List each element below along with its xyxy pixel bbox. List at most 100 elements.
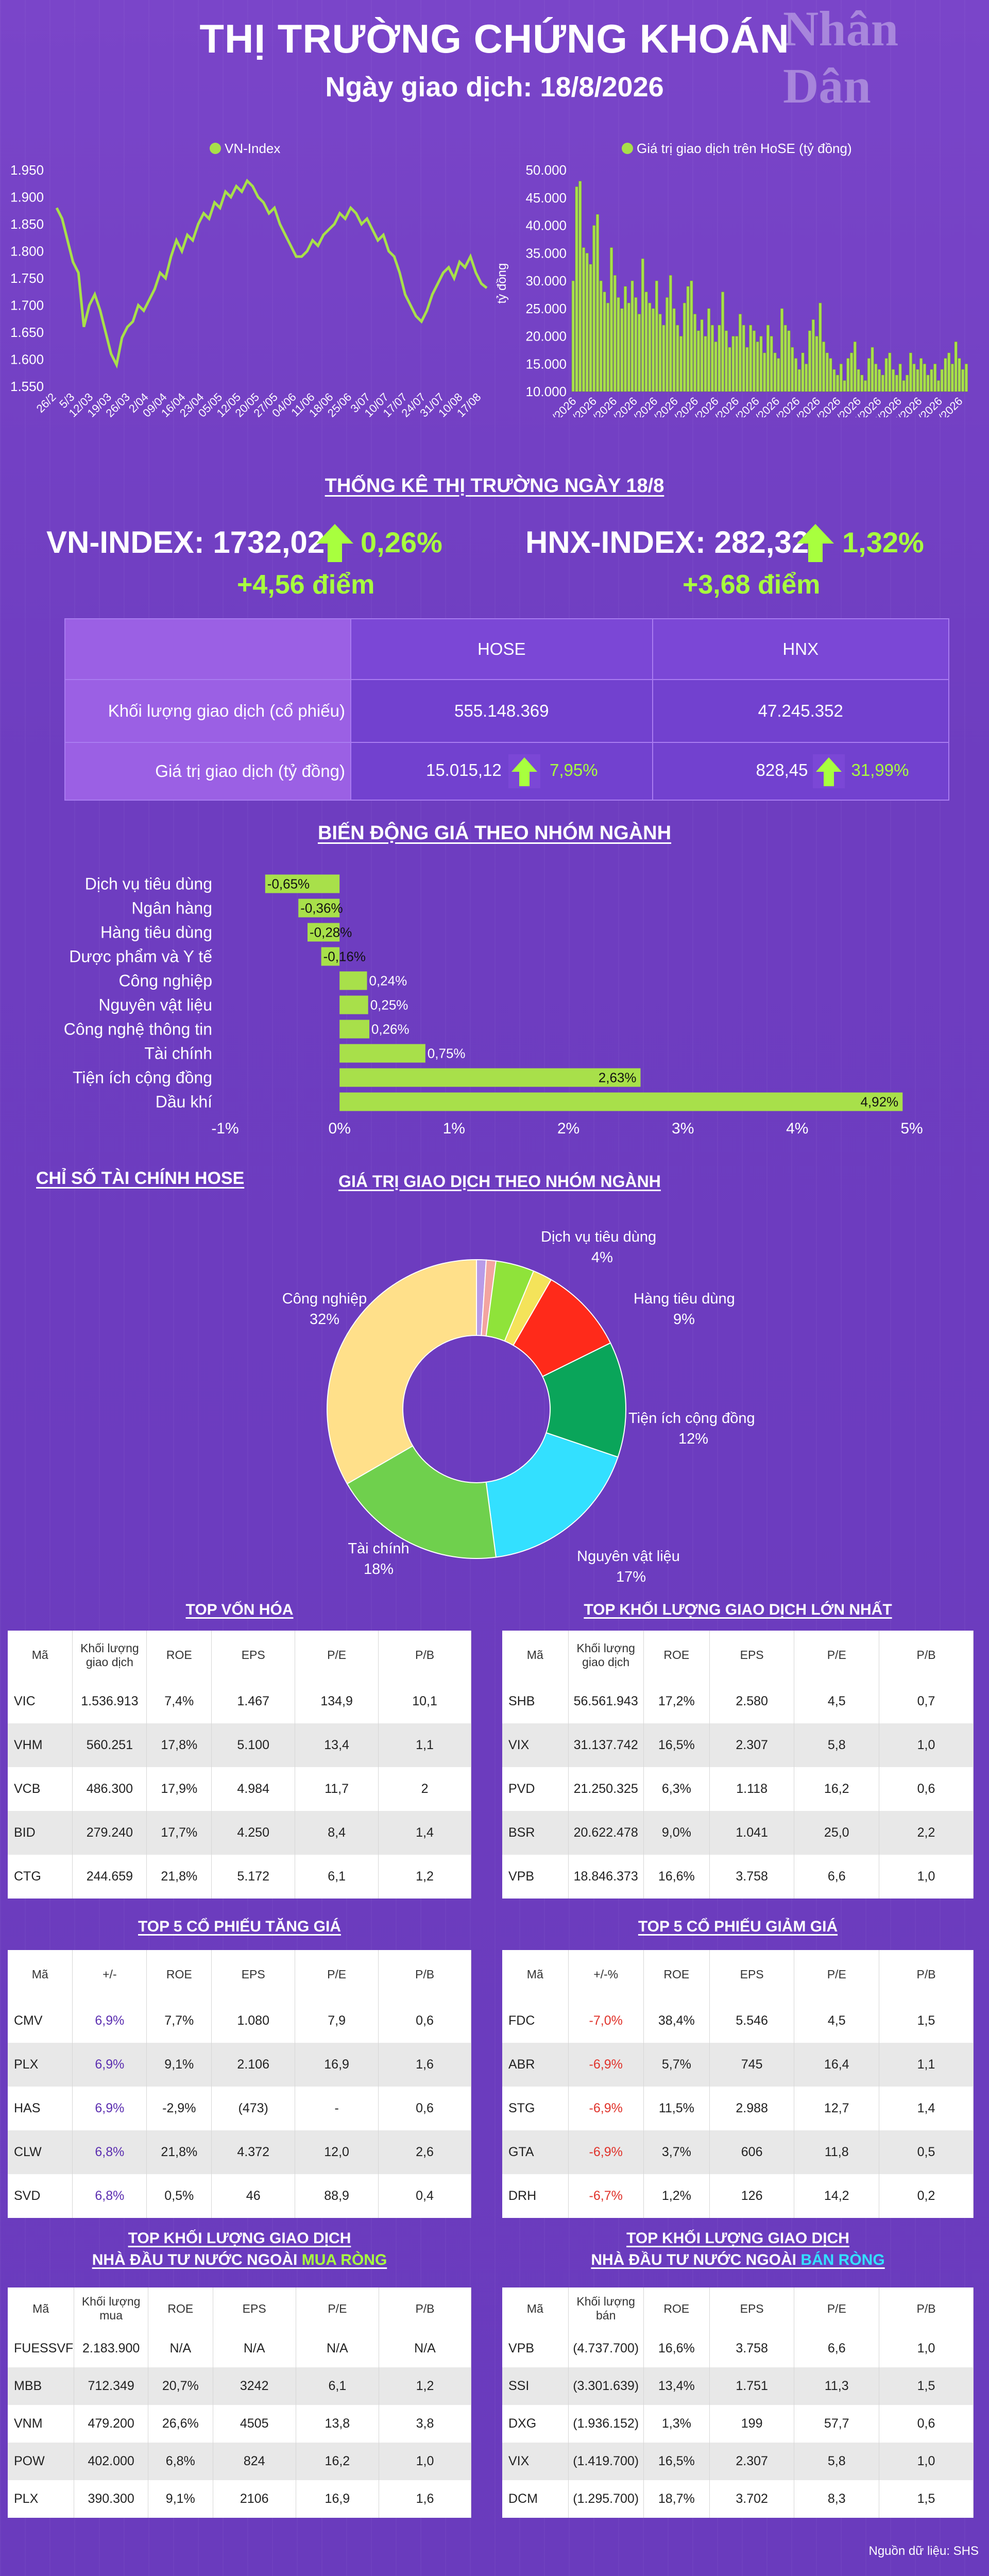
table-cell: 5,7%	[643, 2043, 710, 2087]
value-bar	[655, 280, 658, 392]
table-cell: 1.751	[709, 2367, 795, 2405]
top-gainers-table: Mã +/- ROE EPS P/E P/B CMV 6,9% 7,7% 1.080 7,9 0,6 P…	[8, 1950, 471, 2218]
hnx-index-change-pct: 1,32%	[842, 526, 924, 558]
table-header-cell: P/E	[296, 2287, 379, 2330]
table-header-cell: P/B	[879, 1631, 974, 1680]
legend-swatch	[210, 143, 221, 154]
value-bar	[808, 330, 811, 392]
top-gainers-title: TOP 5 CỔ PHIẾU TĂNG GIÁ	[138, 1918, 341, 1935]
table-cell: 6,9%	[72, 2043, 147, 2087]
table-cell: 1,0	[879, 2330, 974, 2367]
table-row: STG -6,9% 11,5% 2.988 12,7 1,4	[502, 2087, 974, 2130]
table-header-cell: EPS	[709, 1631, 795, 1680]
table-cell: 11,7	[295, 1767, 379, 1811]
table-cell: 2,6	[378, 2130, 471, 2174]
foreign-sell-title-b: BÁN RÒNG	[800, 2251, 885, 2268]
value-bar	[797, 369, 801, 392]
table-cell: POW	[8, 2443, 75, 2480]
table-cell: ABR	[502, 2043, 569, 2087]
table-cell: BSR	[502, 1811, 569, 1855]
sector-value-label: -0,36%	[300, 901, 343, 916]
table-cell: 1,5	[879, 2480, 974, 2518]
table-cell: 2.580	[709, 1680, 795, 1723]
table-cell: 3,7%	[643, 2130, 710, 2174]
y-tick-label: 45.000	[525, 190, 567, 206]
table-cell: VNM	[8, 2405, 75, 2443]
sector-label: Dược phẩm và Y tế	[69, 947, 212, 966]
slice-percent-label: 18%	[364, 1561, 394, 1578]
top-losers-title: TOP 5 CỔ PHIẾU GIẢM GIÁ	[638, 1918, 838, 1935]
col-hose: HOSE	[350, 618, 653, 680]
table-cell: 21,8%	[146, 2130, 212, 2174]
table-cell: 16,5%	[643, 1723, 710, 1767]
table-row: SVD 6,8% 0,5% 46 88,9 0,4	[8, 2174, 471, 2218]
value-bar	[596, 214, 599, 392]
x-tick-label: 3%	[672, 1120, 694, 1137]
hose-value-bar-chart: Giá trị giao dịch trên HoSE (tỷ đồng) tỷ …	[495, 141, 968, 417]
hose-value-pct: 7,95%	[549, 760, 598, 779]
value-bar	[839, 364, 843, 392]
table-cell: GTA	[502, 2130, 569, 2174]
table-cell: 12,7	[794, 2087, 880, 2130]
foreign-sell-title-line2: NHÀ ĐẦU TƯ NƯỚC NGOÀI BÁN RÒNG	[502, 2251, 974, 2269]
value-bar	[721, 292, 725, 392]
table-cell: PVD	[502, 1767, 569, 1811]
table-header-row: Mã Khối lượng giao dịch ROE EPS P/E P/B	[502, 1631, 974, 1680]
table-cell: 2106	[213, 2480, 296, 2518]
table-header-cell: Khối lượng giao dịch	[568, 1631, 644, 1680]
table-cell: 38,4%	[643, 1999, 710, 2043]
table-cell: 4,5	[794, 1680, 880, 1723]
legend-swatch	[622, 143, 633, 154]
y-axis-label: tỷ đồng	[495, 263, 509, 304]
table-row: FDC -7,0% 38,4% 5.546 4,5 1,5	[502, 1999, 974, 2043]
value-bar	[589, 264, 592, 392]
table-cell: 7,4%	[146, 1680, 212, 1723]
table-cell: 56.561.943	[568, 1680, 644, 1723]
slice-name-label: Nguyên vật liệu	[577, 1548, 680, 1565]
table-cell: 4,5	[794, 1999, 880, 2043]
table-cell: -7,0%	[568, 1999, 644, 2043]
hose-value-cell: 15.015,12 7,95%	[350, 742, 653, 801]
hnx-value-pct: 31,99%	[851, 760, 909, 779]
table-header-cell: +/-	[72, 1950, 147, 1999]
value-bar	[672, 308, 676, 392]
table-cell: SHB	[502, 1680, 569, 1723]
table-row: CMV 6,9% 7,7% 1.080 7,9 0,6	[8, 1999, 471, 2043]
row-volume-label: Khối lượng giao dịch (cổ phiếu)	[64, 679, 351, 743]
table-cell: 25,0	[794, 1811, 880, 1855]
table-cell: 17,8%	[146, 1723, 212, 1767]
table-cell: 6,3%	[643, 1767, 710, 1811]
sector-value-label: 0,24%	[369, 973, 407, 989]
table-cell: 1,1	[879, 2043, 974, 2087]
value-bar	[864, 380, 867, 392]
value-bar	[850, 352, 854, 392]
table-cell: 16,4	[794, 2043, 880, 2087]
y-tick-label: 10.000	[525, 384, 567, 399]
value-bar	[658, 314, 662, 392]
table-cell: VCB	[8, 1767, 73, 1811]
table-cell: -6,9%	[568, 2130, 644, 2174]
table-row: PLX 6,9% 9,1% 2.106 16,9 1,6	[8, 2043, 471, 2087]
table-cell: 244.659	[72, 1855, 147, 1899]
sector-label: Công nghiệp	[119, 972, 212, 990]
value-bar	[822, 342, 825, 392]
table-cell: PLX	[8, 2480, 75, 2518]
table-cell: 390.300	[74, 2480, 148, 2518]
table-cell: 1,2	[378, 1855, 471, 1899]
table-header-cell: P/E	[794, 1950, 880, 1999]
table-cell: 2	[378, 1767, 471, 1811]
table-cell: N/A	[379, 2330, 472, 2367]
table-cell: 16,9	[296, 2480, 379, 2518]
y-tick-label: 25.000	[525, 301, 567, 316]
value-bar	[718, 325, 721, 392]
table-cell: N/A	[296, 2330, 379, 2367]
value-bar	[825, 352, 829, 392]
value-bar	[742, 325, 745, 392]
table-cell: 1,5	[879, 2367, 974, 2405]
slice-percent-label: 9%	[673, 1311, 695, 1328]
table-header-cell: EPS	[213, 2287, 296, 2330]
value-bar	[853, 342, 857, 392]
table-cell: 14,2	[794, 2174, 880, 2218]
value-bar	[871, 347, 874, 392]
table-cell: 1,3%	[643, 2405, 710, 2443]
